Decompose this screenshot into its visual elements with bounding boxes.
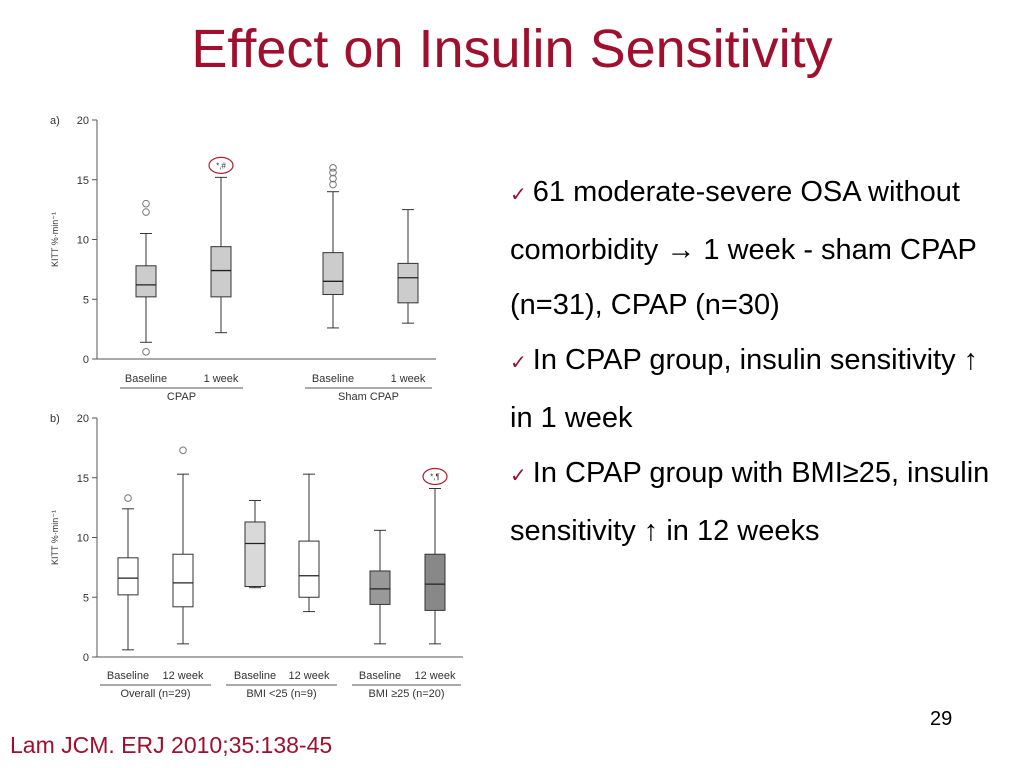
bullet-item: ✓ In CPAP group with BMI≥25, insulin sens… [510, 446, 1000, 559]
outlier-point [142, 208, 150, 216]
bullet-text: In CPAP group with BMI≥25, insulin sensi… [510, 457, 990, 547]
y-tick-label: 20 [77, 115, 89, 127]
y-tick-label: 5 [83, 592, 89, 604]
x-category-label: Baseline [312, 373, 354, 385]
group-label: BMI <25 (n=9) [246, 688, 316, 700]
x-category-label: Baseline [359, 670, 401, 682]
slide-number: 29 [930, 708, 953, 730]
check-icon: ✓ [510, 465, 527, 487]
group-label: Sham CPAP [338, 391, 399, 403]
box [397, 262, 419, 304]
outlier-point [124, 494, 132, 502]
y-tick-label: 10 [77, 533, 89, 545]
y-tick-label: 5 [83, 294, 89, 306]
box [117, 557, 139, 596]
y-axis-title: KITT %·min⁻¹ [50, 510, 60, 565]
significance-circle [208, 156, 234, 174]
box [210, 246, 232, 298]
outlier-point [179, 446, 187, 455]
box [322, 252, 344, 295]
boxplot-charts: a) 0 5 10 15 20 KITT %·min⁻¹ Baseline *,# 1 week B… [50, 115, 463, 700]
group-label: BMI ≥25 (n=20) [368, 688, 444, 700]
x-category-label: 1 week [391, 373, 426, 385]
y-tick-label: 0 [83, 652, 89, 664]
group-label: CPAP [167, 391, 196, 403]
x-category-label: 12 week [415, 670, 456, 682]
outlier-point [329, 164, 337, 172]
box [244, 521, 266, 587]
slide-title: Effect on Insulin Sensitivity [191, 19, 833, 79]
group-label: Overall (n=29) [120, 688, 190, 700]
bullet-text: 61 moderate-severe OSA without comorbidi… [510, 176, 977, 321]
panel-label: b) [50, 413, 60, 425]
outlier-point [142, 348, 150, 356]
x-category-label: 1 week [204, 373, 239, 385]
bullet-item: ✓ In CPAP group, insulin sensitivity ↑ in… [510, 333, 1000, 446]
x-category-label: Baseline [107, 670, 149, 682]
x-category-label: Baseline [234, 670, 276, 682]
panel-label: a) [50, 115, 60, 127]
x-category-label: Baseline [125, 373, 167, 385]
box [135, 265, 157, 298]
check-icon: ✓ [510, 184, 527, 206]
y-axis-title: KITT %·min⁻¹ [50, 212, 60, 267]
check-icon: ✓ [510, 352, 527, 374]
y-tick-label: 15 [77, 473, 89, 485]
y-tick-label: 15 [77, 175, 89, 187]
significance-label: *,¶ [430, 473, 440, 482]
bullet-text: In CPAP group, insulin sensitivity ↑ in … [510, 344, 979, 434]
citation: Lam JCM. ERJ 2010;35:138-45 [10, 732, 333, 758]
x-category-label: 12 week [163, 670, 204, 682]
y-tick-label: 0 [83, 354, 89, 366]
box [298, 540, 320, 598]
bullet-item: ✓ 61 moderate-severe OSA without comorbid… [510, 165, 1000, 333]
box [424, 553, 446, 611]
outlier-point [329, 180, 337, 189]
y-tick-label: 10 [77, 235, 89, 247]
box [172, 553, 194, 608]
significance-circle [422, 467, 448, 486]
outlier-point [142, 199, 150, 208]
y-tick-label: 20 [77, 413, 89, 425]
significance-label: *,# [216, 161, 226, 170]
outlier-point [329, 168, 337, 177]
bullet-list: ✓ 61 moderate-severe OSA without comorbid… [510, 165, 1000, 559]
x-category-label: 12 week [289, 670, 330, 682]
outlier-point [329, 174, 337, 183]
box [369, 570, 391, 605]
